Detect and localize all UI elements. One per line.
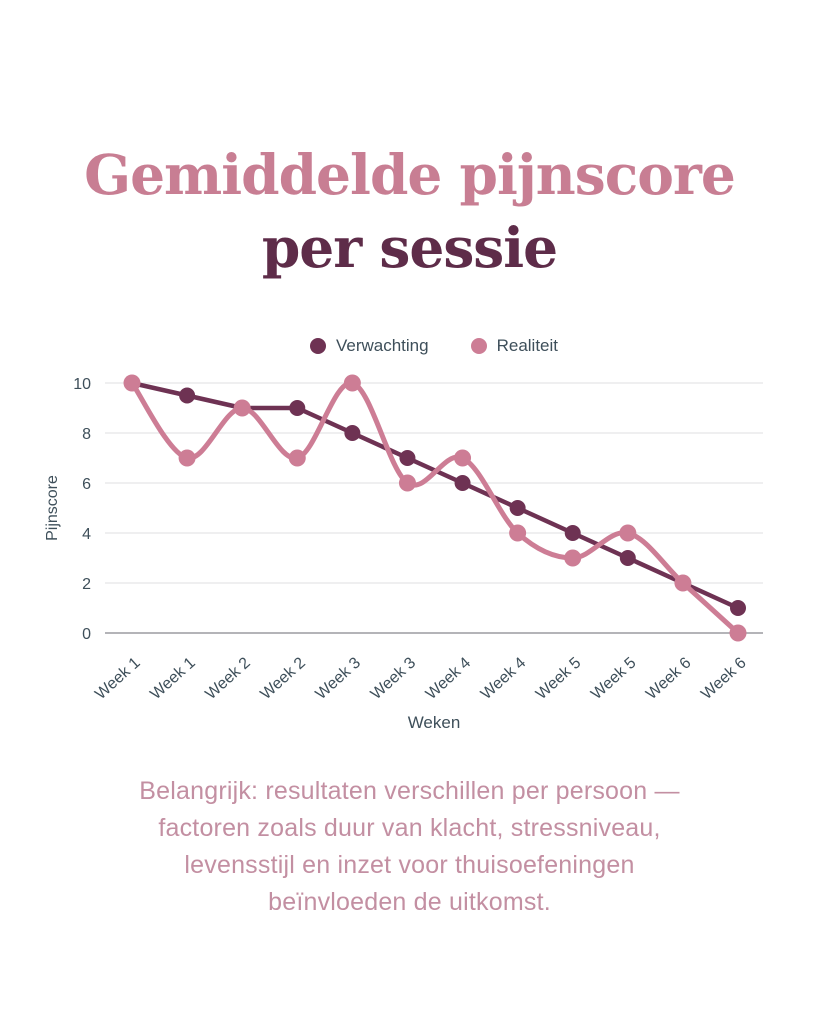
legend-item-realiteit: Realiteit	[470, 336, 559, 356]
legend-item-verwachting: Verwachting	[309, 336, 429, 356]
legend-label-verwachting: Verwachting	[335, 336, 429, 355]
legend-label-realiteit: Realiteit	[496, 336, 559, 355]
svg-text:Week 2: Week 2	[202, 654, 254, 703]
svg-text:Weken: Weken	[408, 713, 461, 732]
page-title-line2: per sessie	[261, 215, 558, 280]
svg-text:Week 3: Week 3	[368, 654, 420, 703]
svg-text:10: 10	[73, 376, 91, 393]
svg-text:6: 6	[82, 476, 91, 493]
svg-text:Week 2: Week 2	[257, 654, 309, 703]
svg-text:Week 1: Week 1	[92, 654, 144, 703]
svg-text:0: 0	[82, 626, 91, 643]
svg-text:Week 6: Week 6	[643, 654, 695, 703]
page-title: Gemiddelde pijnscore per sessie	[0, 138, 819, 284]
svg-text:Week 3: Week 3	[313, 654, 365, 703]
verwachting-dot-icon	[309, 338, 326, 354]
svg-text:Week 4: Week 4	[478, 654, 530, 703]
disclaimer-line: Belangrijk: resultaten verschillen per p…	[139, 777, 680, 805]
svg-text:8: 8	[82, 426, 91, 443]
disclaimer-note: Belangrijk: resultaten verschillen per p…	[50, 773, 770, 921]
svg-text:Week 5: Week 5	[533, 654, 585, 703]
svg-text:Week 1: Week 1	[147, 654, 199, 703]
svg-text:4: 4	[82, 526, 91, 543]
page-title-line1: Gemiddelde pijnscore	[84, 142, 736, 207]
realiteit-dot-icon	[470, 338, 487, 354]
svg-text:Week 5: Week 5	[588, 654, 640, 703]
disclaimer-line: factoren zoals duur van klacht, stressni…	[158, 814, 661, 842]
disclaimer-line: beïnvloeden de uitkomst.	[268, 888, 551, 916]
svg-text:Week 6: Week 6	[698, 654, 750, 703]
svg-text:Pijnscore: Pijnscore	[44, 475, 61, 541]
svg-text:Week 4: Week 4	[423, 654, 475, 703]
chart-legend: Verwachting Realiteit	[105, 336, 763, 356]
svg-text:2: 2	[82, 576, 91, 593]
disclaimer-line: levensstijl en inzet voor thuisoefeninge…	[184, 851, 635, 879]
